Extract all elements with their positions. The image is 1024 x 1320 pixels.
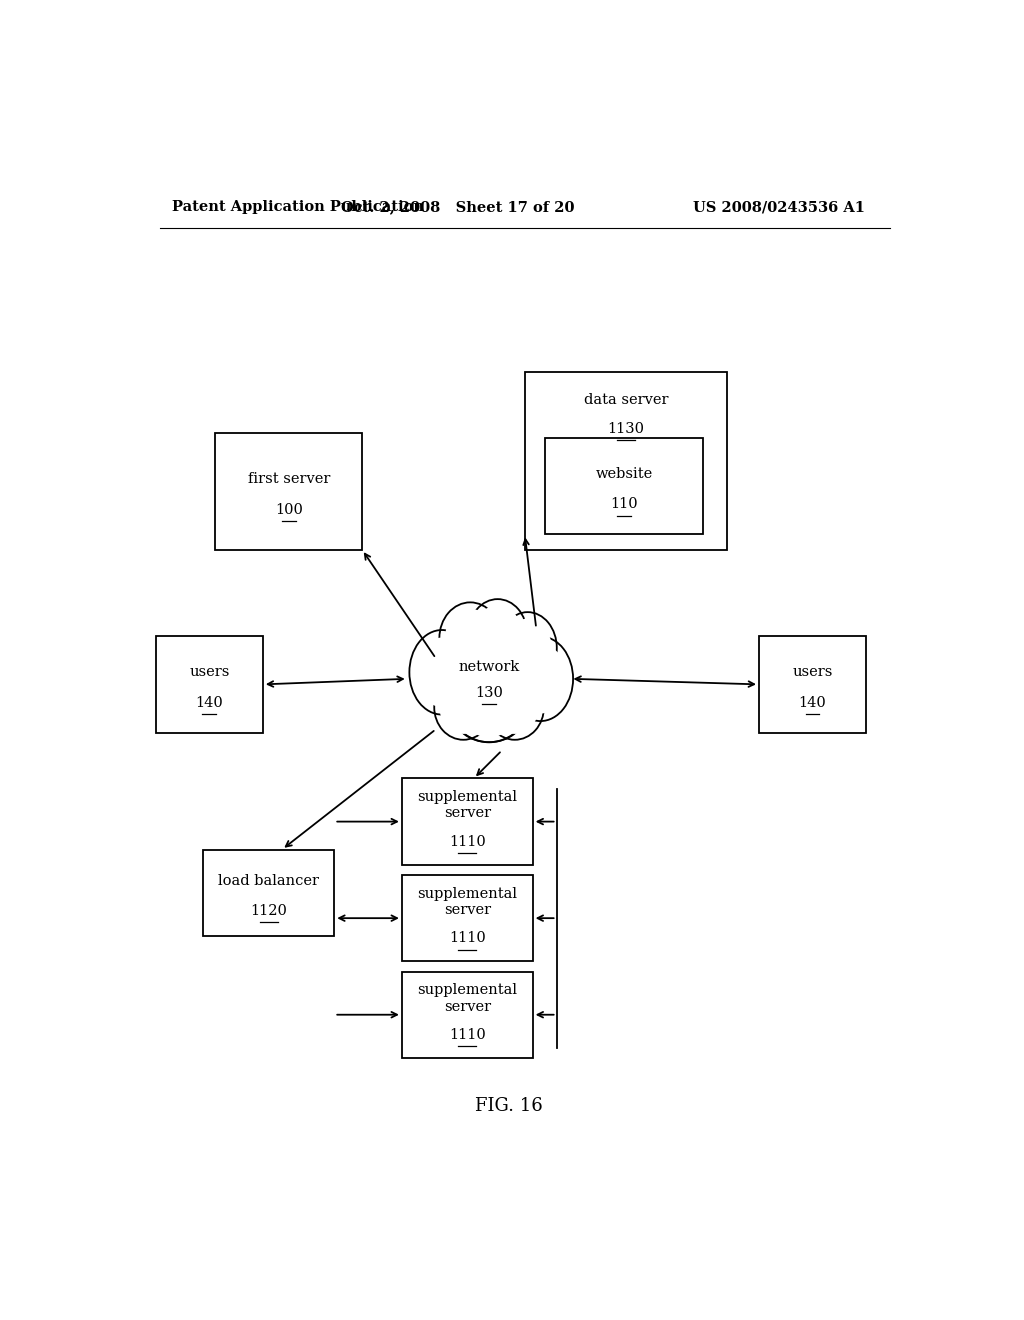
Ellipse shape xyxy=(434,675,493,739)
Ellipse shape xyxy=(469,599,526,668)
Ellipse shape xyxy=(485,675,544,739)
FancyBboxPatch shape xyxy=(401,972,532,1057)
Ellipse shape xyxy=(416,638,469,708)
FancyBboxPatch shape xyxy=(156,636,263,733)
Text: supplemental
server: supplemental server xyxy=(417,983,517,1014)
Ellipse shape xyxy=(453,684,525,742)
Ellipse shape xyxy=(439,681,487,734)
Text: 100: 100 xyxy=(274,503,303,516)
Ellipse shape xyxy=(508,636,573,721)
Ellipse shape xyxy=(439,602,501,675)
Text: US 2008/0243536 A1: US 2008/0243536 A1 xyxy=(693,201,864,214)
Text: 1110: 1110 xyxy=(449,932,485,945)
Text: supplemental
server: supplemental server xyxy=(417,791,517,821)
Text: network: network xyxy=(459,660,520,673)
Ellipse shape xyxy=(504,619,552,677)
FancyBboxPatch shape xyxy=(204,850,334,936)
Text: 140: 140 xyxy=(799,696,826,710)
Ellipse shape xyxy=(514,644,567,714)
Text: 1110: 1110 xyxy=(449,1028,485,1041)
FancyBboxPatch shape xyxy=(545,438,703,535)
Text: first server: first server xyxy=(248,473,330,486)
Text: supplemental
server: supplemental server xyxy=(417,887,517,917)
Ellipse shape xyxy=(449,627,529,731)
Ellipse shape xyxy=(490,681,539,734)
Text: load balancer: load balancer xyxy=(218,874,319,887)
FancyBboxPatch shape xyxy=(401,779,532,865)
Text: users: users xyxy=(189,665,229,680)
Text: 130: 130 xyxy=(475,686,503,700)
Ellipse shape xyxy=(460,689,518,737)
Text: Oct. 2, 2008   Sheet 17 of 20: Oct. 2, 2008 Sheet 17 of 20 xyxy=(341,201,574,214)
Text: 110: 110 xyxy=(610,498,638,511)
FancyBboxPatch shape xyxy=(759,636,866,733)
Text: FIG. 16: FIG. 16 xyxy=(475,1097,543,1114)
Text: data server: data server xyxy=(584,393,669,408)
FancyBboxPatch shape xyxy=(401,875,532,961)
Ellipse shape xyxy=(439,615,539,742)
Text: 140: 140 xyxy=(196,696,223,710)
Ellipse shape xyxy=(499,612,557,684)
Ellipse shape xyxy=(410,630,474,714)
FancyBboxPatch shape xyxy=(524,372,727,549)
Ellipse shape xyxy=(474,606,521,661)
Ellipse shape xyxy=(445,609,496,668)
Text: website: website xyxy=(595,467,652,480)
Text: 1130: 1130 xyxy=(607,422,644,436)
Text: 1110: 1110 xyxy=(449,836,485,849)
Text: Patent Application Publication: Patent Application Publication xyxy=(172,201,424,214)
Text: users: users xyxy=(793,665,833,680)
FancyBboxPatch shape xyxy=(215,433,362,549)
Text: 1120: 1120 xyxy=(251,904,288,917)
